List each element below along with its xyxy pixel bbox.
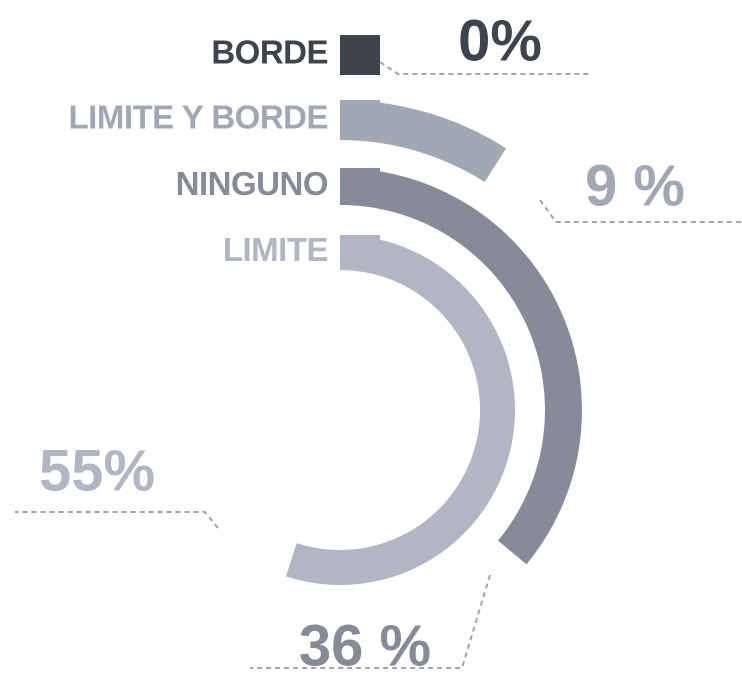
leader-line xyxy=(15,511,219,529)
value-label: 55% xyxy=(39,438,155,503)
leader-line xyxy=(250,574,491,669)
leader-line xyxy=(379,61,592,75)
arc-bar xyxy=(285,235,516,585)
value-label: 9 % xyxy=(585,153,685,218)
value-label: 0% xyxy=(458,8,542,73)
leader-line xyxy=(539,199,742,223)
ring-start xyxy=(340,35,380,75)
arc-bar xyxy=(340,168,582,565)
series-name: NINGUNO xyxy=(176,165,328,202)
arc-bar xyxy=(340,100,507,183)
series-name: LIMITE Y BORDE xyxy=(69,99,328,136)
series-name: LIMITE xyxy=(223,231,328,268)
series-name: BORDE xyxy=(211,34,328,71)
value-label: 36 % xyxy=(299,613,431,678)
